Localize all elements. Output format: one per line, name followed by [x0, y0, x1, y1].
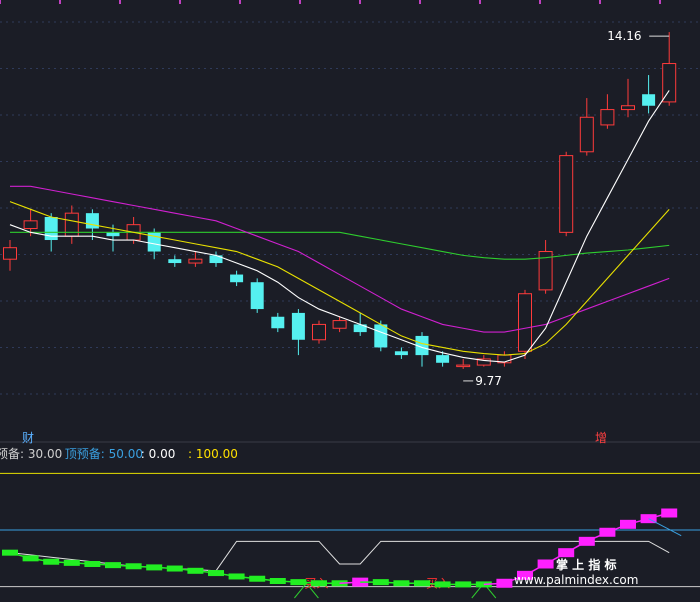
indicator-legend-item: : 0.00: [141, 447, 176, 461]
candle-body: [312, 323, 326, 341]
candle-body: [559, 155, 574, 233]
candle-body: [44, 217, 58, 241]
ma-line-magenta: [10, 185, 670, 333]
candle-body: [85, 213, 99, 229]
candle-body: [374, 324, 388, 348]
candle-body: [291, 312, 305, 340]
indicator-legend-item: : 100.00: [188, 447, 238, 461]
candle-body: [353, 324, 367, 333]
candle-body: [456, 364, 471, 368]
watermark-url: www.palmindex.com: [514, 573, 638, 587]
indicator-block: [2, 549, 18, 556]
candle-body: [168, 259, 182, 264]
candle-body: [579, 116, 594, 153]
ma-line-green: [10, 231, 670, 260]
candle-body: [415, 335, 429, 356]
right-marker: 增: [595, 431, 607, 445]
candle-body: [642, 94, 656, 106]
candle-body: [209, 255, 223, 264]
candle-body: [230, 274, 244, 283]
candle-body: [188, 258, 203, 264]
candle-body: [538, 251, 553, 291]
candle-body: [271, 316, 285, 329]
candle-body: [106, 232, 120, 237]
grid-lines: [0, 0, 700, 443]
indicator-legend-item: 预备: 30.00: [0, 447, 62, 461]
price-labels: 14.16 9.77 财 增: [22, 29, 670, 445]
indicator-legend-item: 顶预备: 50.00: [65, 447, 143, 461]
moving-averages: [9, 90, 670, 363]
high-label: 14.16: [607, 29, 641, 43]
candle-body: [476, 358, 491, 366]
candle-body: [600, 109, 615, 126]
candle-body: [662, 63, 677, 103]
indicator-block: [661, 508, 678, 518]
candle-body: [332, 320, 347, 329]
candle-body: [3, 247, 17, 260]
candle-body: [23, 220, 38, 230]
candle-body: [621, 105, 635, 111]
left-marker: 财: [22, 431, 34, 445]
candle-body: [250, 282, 264, 310]
candle-body: [436, 355, 450, 363]
candles: [3, 32, 677, 369]
ma-line-yellow: [9, 201, 670, 356]
indicator-tail: [648, 518, 682, 537]
ma-line-white: [9, 90, 670, 363]
low-label: 9.77: [475, 374, 502, 388]
candle-body: [518, 293, 532, 352]
watermark-title: 掌 上 指 标: [556, 557, 617, 572]
candle-body: [394, 351, 408, 356]
indicator-block: [22, 555, 39, 562]
